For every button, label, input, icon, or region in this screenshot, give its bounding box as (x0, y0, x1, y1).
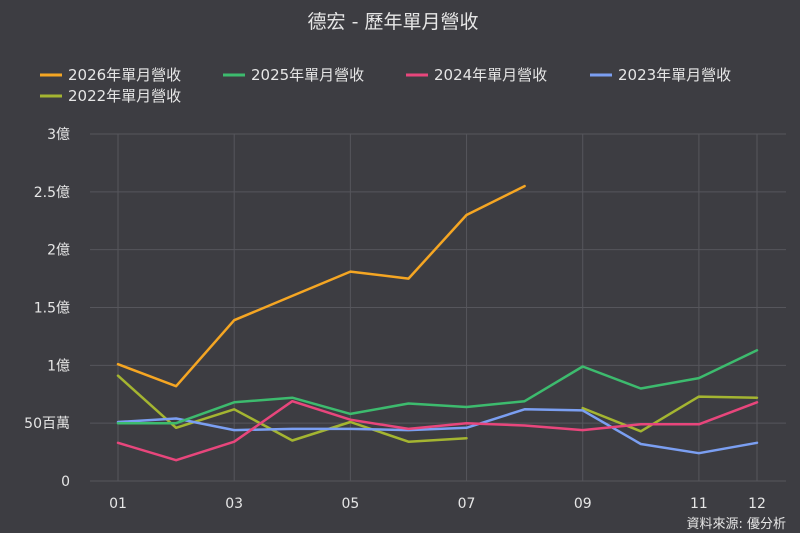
legend-label: 2025年單月營收 (251, 66, 364, 84)
series-0 (116, 184, 526, 388)
x-tick-label: 01 (109, 496, 127, 512)
y-tick-label: 50百萬 (24, 416, 70, 432)
y-tick-label: 0 (61, 474, 70, 490)
legend-item[interactable]: 2023年單月營收 (590, 66, 731, 84)
x-tick-label: 12 (748, 496, 766, 512)
x-axis: 01 03 05 07 09 11 12 (109, 496, 766, 512)
series-layer (116, 184, 759, 462)
chart-title: 德宏 - 歷年單月營收 (308, 11, 479, 33)
x-tick-label: 11 (690, 496, 708, 512)
series-3 (116, 408, 759, 455)
series-line (116, 349, 759, 425)
x-tick-label: 09 (574, 496, 592, 512)
y-tick-label: 2億 (47, 243, 70, 259)
legend-label: 2024年單月營收 (434, 66, 547, 84)
series-line (116, 399, 759, 462)
series-4 (116, 374, 759, 443)
y-tick-label: 3億 (47, 127, 70, 143)
source-note: 資料來源: 優分析 (686, 517, 786, 532)
legend-label: 2026年單月營收 (68, 66, 181, 84)
legend-item[interactable]: 2024年單月營收 (406, 66, 547, 84)
legend: 2026年單月營收 2025年單月營收 2024年單月營收 2023年單月營收 2022… (40, 66, 731, 105)
legend-item[interactable]: 2026年單月營收 (40, 66, 181, 84)
series-line (116, 408, 759, 455)
series-line (116, 374, 468, 443)
series-2 (116, 399, 759, 462)
x-tick-label: 03 (225, 496, 243, 512)
series-line (581, 395, 759, 433)
y-tick-label: 1億 (47, 358, 70, 374)
x-tick-label: 05 (341, 496, 359, 512)
y-tick-label: 2.5億 (34, 185, 70, 201)
series-1 (116, 349, 759, 425)
x-tick-label: 07 (458, 496, 476, 512)
series-line (116, 184, 526, 388)
legend-item[interactable]: 2025年單月營收 (223, 66, 364, 84)
legend-label: 2023年單月營收 (618, 66, 731, 84)
y-axis: 0 50百萬 1億 1.5億 2億 2.5億 3億 (24, 127, 70, 490)
legend-item[interactable]: 2022年單月營收 (40, 87, 181, 105)
y-tick-label: 1.5億 (34, 301, 70, 317)
legend-label: 2022年單月營收 (68, 87, 181, 105)
